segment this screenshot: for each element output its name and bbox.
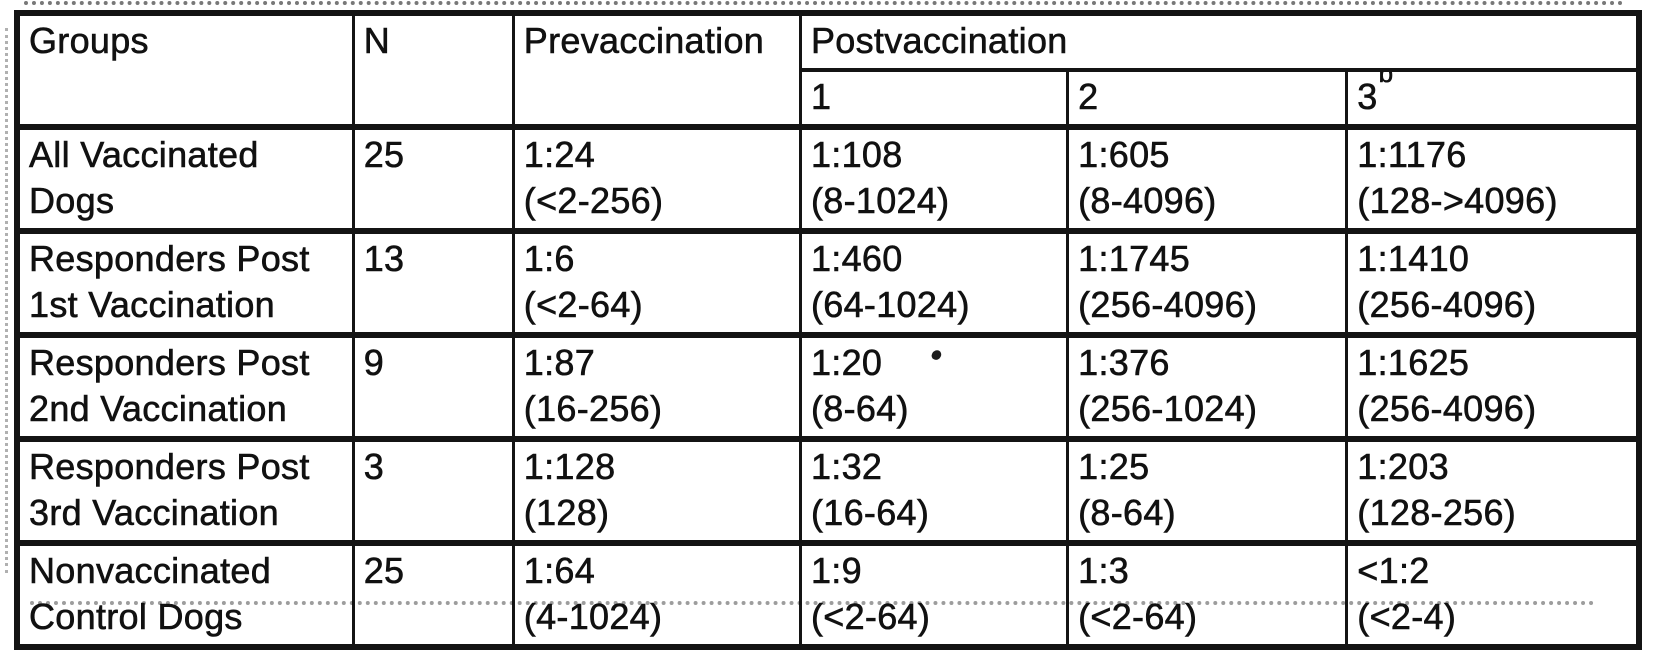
cell-n: 25 [351,540,515,649]
cell-post-3-titer: <1:2 (<2-4) [1345,540,1641,649]
cell-prevaccination-titer: 1:128 (128) [511,436,802,545]
scan-speckle-bottom-line [30,601,1595,605]
scan-speckle-top-line [24,1,1624,5]
titer-table: Groups N Prevaccination Postvaccination … [14,10,1642,650]
header-post-dose-3: 3b [1345,68,1641,129]
cell-post-2-titer: 1:3 (<2-64) [1066,540,1349,649]
header-row-sub: 1 2 3b [17,68,1641,129]
table-row: Nonvaccinated Control Dogs 25 1:64 (4-10… [15,540,1641,649]
header-groups: Groups [15,10,355,129]
header-postvaccination: Postvaccination [798,10,1641,72]
cell-post-3-titer: 1:1176 (128->4096) [1345,124,1641,233]
cell-prevaccination-titer: 1:6 (<2-64) [511,228,802,337]
cell-n: 13 [351,228,515,337]
cell-n: 3 [351,436,515,545]
table-row: Responders Post 2nd Vaccination 9 1:87 (… [15,332,1641,441]
cell-group: Responders Post 1st Vaccination [15,228,355,337]
cell-post-3-titer: 1:1625 (256-4096) [1345,332,1641,441]
cell-prevaccination-titer: 1:87 (16-256) [511,332,802,441]
scan-speckle-left-line [5,28,8,573]
cell-post-3-titer: 1:203 (128-256) [1345,436,1641,545]
cell-post-1-titer: 1:460 (64-1024) [798,228,1070,337]
cell-post-1-titer: 1:32 (16-64) [798,436,1070,545]
cell-post-1-titer: 1:108 (8-1024) [798,124,1070,233]
cell-post-2-titer: 1:605 (8-4096) [1066,124,1349,233]
scanned-document-page: Groups N Prevaccination Postvaccination … [5,1,1642,650]
cell-post-1-titer: 1:20 (8-64) [798,332,1070,441]
header-prevaccination: Prevaccination [511,10,802,129]
header-n: N [351,10,515,129]
cell-group: Nonvaccinated Control Dogs [15,540,355,649]
table-row: Responders Post 1st Vaccination 13 1:6 (… [15,228,1641,337]
cell-group: Responders Post 2nd Vaccination [15,332,355,441]
header-post-dose-3-label: 3 [1357,76,1378,118]
cell-post-3-titer: 1:1410 (256-4096) [1345,228,1641,337]
table-row: All Vaccinated Dogs 25 1:24 (<2-256) 1:1… [15,124,1641,233]
cell-n: 25 [351,124,515,233]
cell-group: Responders Post 3rd Vaccination [15,436,355,545]
cell-n: 9 [351,332,515,441]
table-row: Responders Post 3rd Vaccination 3 1:128 … [15,436,1641,545]
header-post-dose-1: 1 [798,68,1070,129]
cell-post-2-titer: 1:25 (8-64) [1066,436,1349,545]
header-row-main: Groups N Prevaccination Postvaccination [15,10,1641,129]
cell-post-2-titer: 1:1745 (256-4096) [1066,228,1349,337]
cell-group: All Vaccinated Dogs [15,124,355,233]
cell-post-1-titer: 1:9 (<2-64) [798,540,1070,649]
cell-prevaccination-titer: 1:64 (4-1024) [511,540,802,649]
cell-post-2-titer: 1:376 (256-1024) [1066,332,1349,441]
footnote-marker-b: b [1378,70,1394,88]
header-post-dose-2: 2 [1066,68,1349,129]
cell-prevaccination-titer: 1:24 (<2-256) [511,124,802,233]
